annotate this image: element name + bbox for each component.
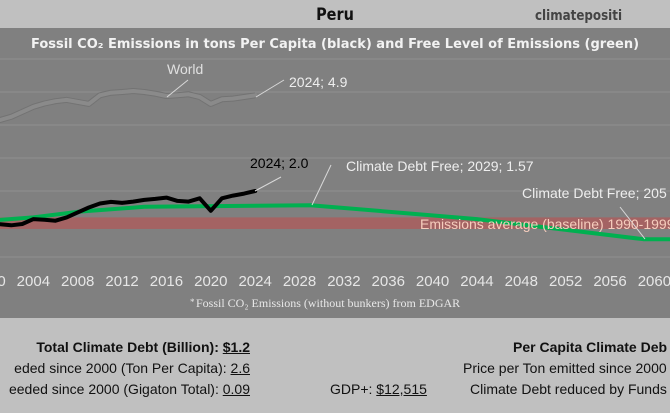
- world-2024-label: 2024; 4.9: [289, 74, 348, 90]
- footnote-star: *: [190, 297, 195, 307]
- peru-2024-label: 2024; 2.0: [250, 155, 309, 171]
- gdp-value[interactable]: $12,515: [376, 381, 427, 397]
- gdp-row: GDP+: $12,515: [330, 381, 427, 397]
- footnote: Fossil CO₂ Emissions (without bunkers) f…: [196, 296, 460, 310]
- peru-emissions-line: [0, 189, 258, 228]
- x-tick-label: 2000: [0, 273, 6, 290]
- total-debt-row: Total Climate Debt (Billion): $1.2: [36, 339, 250, 355]
- x-tick-label: 2028: [283, 273, 316, 290]
- world-label: World: [167, 61, 203, 77]
- x-tick-label: 2016: [150, 273, 183, 290]
- debt-reduced-label: Climate Debt reduced by Funds: [470, 381, 667, 397]
- exceeded-total-value[interactable]: 0.09: [222, 381, 250, 397]
- x-tick-label: 2004: [17, 273, 50, 290]
- total-debt-label: Total Climate Debt (Billion):: [36, 339, 219, 355]
- x-tick-label: 2020: [194, 273, 227, 290]
- annotation-leaders: [166, 79, 646, 240]
- exceeded-capita-label: eded since 2000 (Ton Per Capita):: [14, 360, 227, 376]
- gdp-label: GDP+:: [330, 381, 373, 397]
- page-title: Peru: [316, 5, 354, 25]
- x-tick-label: 2036: [372, 273, 405, 290]
- per-capita-debt-label: Per Capita Climate Deb: [513, 339, 668, 355]
- x-tick-label: 2048: [505, 273, 538, 290]
- x-tick-label: 2052: [549, 273, 582, 290]
- debt-free-205x-label: Climate Debt Free; 205: [522, 185, 667, 201]
- x-tick-label: 2056: [593, 273, 626, 290]
- x-tick-label: 2060: [638, 273, 670, 290]
- header-bar: Peru climatepositi: [0, 0, 670, 28]
- x-tick-label: 2008: [61, 273, 94, 290]
- x-tick-label: 2044: [460, 273, 493, 290]
- x-tick-label: 2040: [416, 273, 449, 290]
- x-tick-label: 2024: [238, 273, 271, 290]
- free-level-line: [0, 203, 670, 242]
- exceeded-capita-value[interactable]: 2.6: [230, 360, 250, 376]
- x-tick-label: 2012: [105, 273, 138, 290]
- chart-title: Fossil CO₂ Emissions in tons Per Capita …: [31, 37, 639, 52]
- exceeded-total-label: eeded since 2000 (Gigaton Total):: [8, 381, 219, 397]
- baseline-band: [0, 217, 670, 229]
- world-line: [0, 89, 258, 122]
- brand-text: climatepositi: [535, 8, 623, 24]
- total-debt-value[interactable]: $1.2: [222, 339, 250, 355]
- x-tick-label: 2032: [327, 273, 360, 290]
- chart-area: Fossil CO₂ Emissions in tons Per Capita …: [0, 28, 670, 318]
- price-per-ton-label: Price per Ton emitted since 2000: [463, 360, 667, 376]
- exceeded-total-row: eeded since 2000 (Gigaton Total): 0.09: [9, 381, 250, 397]
- debt-free-2029-label: Climate Debt Free; 2029; 1.57: [346, 158, 534, 174]
- baseline-label: Emissions average (baseline) 1990-1999; …: [420, 216, 670, 232]
- exceeded-capita-row: eded since 2000 (Ton Per Capita): 2.6: [14, 360, 250, 376]
- chart-svg: Fossil CO₂ Emissions in tons Per Capita …: [0, 37, 670, 310]
